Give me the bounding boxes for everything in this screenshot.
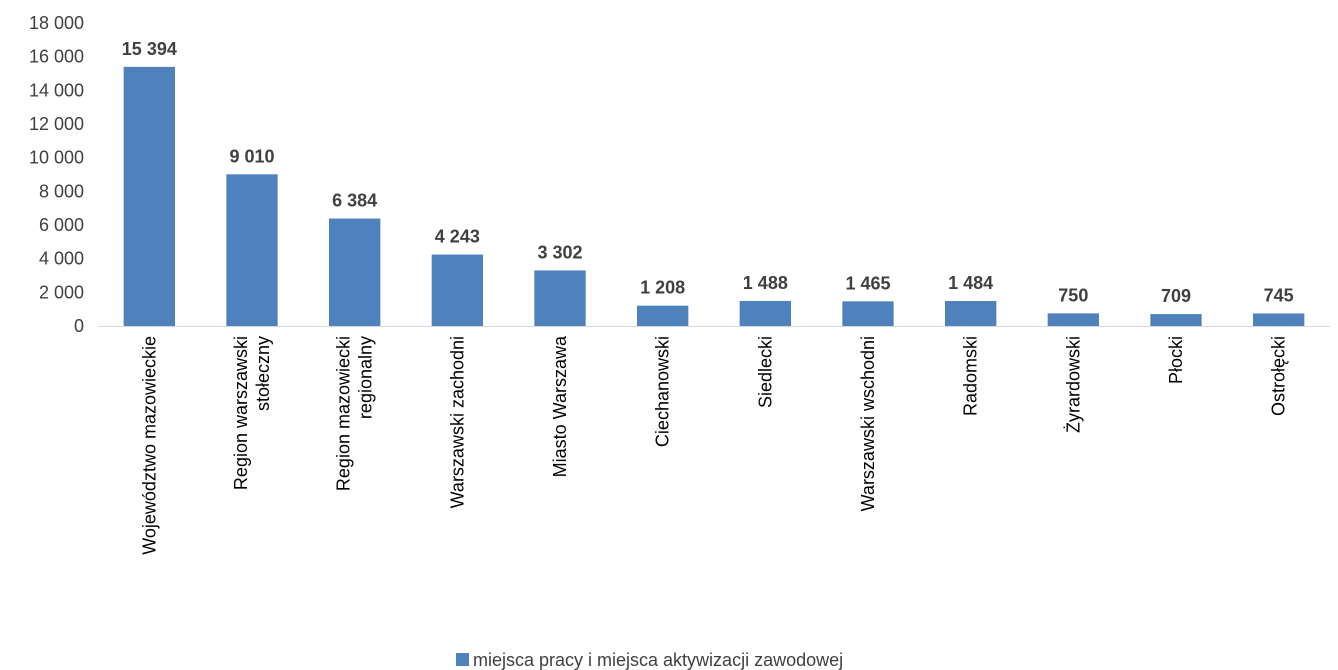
data-label: 750 (1058, 285, 1088, 305)
y-tick-label: 12 000 (29, 114, 84, 134)
x-tick-label: Warszawski zachodni (447, 336, 467, 508)
x-tick-label: Warszawski wschodni (858, 336, 878, 511)
bar (329, 218, 381, 326)
bar (1150, 314, 1202, 326)
y-tick-label: 6 000 (39, 215, 84, 235)
data-label: 1 208 (640, 278, 685, 298)
data-label: 1 484 (948, 273, 993, 293)
bar (637, 305, 689, 326)
x-tick-label: Województwo mazowieckie (139, 336, 159, 555)
bar (842, 301, 894, 326)
bar (739, 300, 791, 326)
data-label: 6 384 (332, 191, 377, 211)
y-tick-label: 0 (74, 316, 84, 336)
bar (534, 270, 586, 326)
x-tick-label: Siedlecki (755, 336, 775, 408)
data-label: 1 488 (743, 273, 788, 293)
bar (945, 301, 997, 326)
data-label: 3 302 (537, 242, 582, 262)
bars (123, 66, 1305, 326)
x-tick-label: Miasto Warszawa (550, 335, 570, 477)
x-tick-label: Ciechanowski (653, 336, 673, 447)
x-tick-label: Ostrołęcki (1269, 336, 1289, 416)
y-tick-label: 10 000 (29, 148, 84, 168)
y-tick-label: 14 000 (29, 80, 84, 100)
data-label: 709 (1161, 286, 1191, 306)
legend-label: miejsca pracy i miejsca aktywizacji zawo… (473, 650, 843, 670)
data-label: 1 465 (845, 273, 890, 293)
y-tick-label: 8 000 (39, 181, 84, 201)
y-tick-label: 16 000 (29, 47, 84, 67)
bar (123, 66, 175, 326)
data-label: 9 010 (229, 146, 274, 166)
data-labels: 15 394 9 010 6 384 4 243 3 302 1 208 1 488 1 46… (122, 39, 1294, 306)
x-tick-label: Radomski (961, 336, 981, 416)
data-label: 4 243 (435, 227, 480, 247)
x-tick-label: Żyrardowski (1063, 336, 1083, 433)
bar (1047, 313, 1099, 326)
legend-swatch (456, 653, 469, 666)
bar (226, 174, 278, 326)
y-axis: 0 2 000 4 000 6 000 8 000 10 000 12 000 14 000 1… (29, 13, 84, 336)
y-tick-label: 18 000 (29, 13, 84, 33)
legend: miejsca pracy i miejsca aktywizacji zawo… (456, 650, 843, 670)
y-tick-label: 4 000 (39, 249, 84, 269)
data-label: 15 394 (122, 39, 177, 59)
y-tick-label: 2 000 (39, 282, 84, 302)
x-tick-label: Region mazowiecki regionalny (334, 336, 376, 491)
x-axis-labels: Województwo mazowieckie Region warszawski… (139, 335, 1288, 555)
x-tick-label: Płocki (1166, 336, 1186, 384)
bar (1253, 313, 1305, 326)
data-label: 745 (1264, 285, 1294, 305)
x-tick-label: Region warszawski stołeczny (231, 336, 273, 490)
bar (431, 254, 483, 326)
